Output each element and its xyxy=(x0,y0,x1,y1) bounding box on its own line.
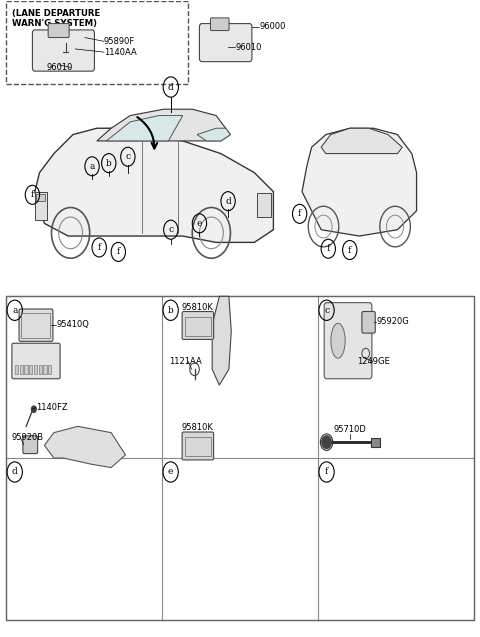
Text: b: b xyxy=(106,159,112,168)
Circle shape xyxy=(32,406,36,412)
Bar xyxy=(43,365,47,375)
FancyBboxPatch shape xyxy=(182,311,214,340)
Bar xyxy=(38,365,42,375)
Text: 96010: 96010 xyxy=(47,63,73,72)
Text: 95920B: 95920B xyxy=(12,433,44,442)
FancyBboxPatch shape xyxy=(33,30,95,71)
FancyBboxPatch shape xyxy=(23,436,37,454)
Bar xyxy=(185,437,211,456)
Text: c: c xyxy=(324,306,329,315)
Polygon shape xyxy=(44,426,125,468)
FancyBboxPatch shape xyxy=(19,309,53,341)
Bar xyxy=(15,365,18,375)
Polygon shape xyxy=(212,296,231,385)
Text: f: f xyxy=(31,190,34,199)
Bar xyxy=(372,438,380,447)
Text: 95810K: 95810K xyxy=(182,423,214,432)
Text: f: f xyxy=(325,468,328,476)
Text: a: a xyxy=(89,162,95,171)
FancyBboxPatch shape xyxy=(182,432,214,460)
Bar xyxy=(34,365,37,375)
Circle shape xyxy=(322,436,331,448)
Text: c: c xyxy=(168,225,173,234)
Bar xyxy=(36,194,45,201)
FancyBboxPatch shape xyxy=(199,24,252,62)
Bar xyxy=(20,365,23,375)
Text: 95890F: 95890F xyxy=(104,37,135,46)
Ellipse shape xyxy=(331,323,345,358)
Polygon shape xyxy=(107,115,183,141)
Bar xyxy=(6,296,474,620)
FancyBboxPatch shape xyxy=(210,18,229,31)
Text: 95710D: 95710D xyxy=(334,425,367,434)
Text: 1140AA: 1140AA xyxy=(104,48,137,57)
Polygon shape xyxy=(35,128,274,243)
Text: 95810K: 95810K xyxy=(181,303,213,311)
Text: f: f xyxy=(348,245,351,255)
Bar xyxy=(29,365,33,375)
Text: d: d xyxy=(168,83,174,92)
Text: d: d xyxy=(12,468,18,476)
Polygon shape xyxy=(97,109,230,141)
Bar xyxy=(185,317,211,336)
Text: f: f xyxy=(327,244,330,254)
Text: f: f xyxy=(97,243,101,252)
Text: 1121AA: 1121AA xyxy=(169,357,202,366)
FancyBboxPatch shape xyxy=(362,311,375,333)
Text: f: f xyxy=(298,210,301,218)
Text: 96000: 96000 xyxy=(259,22,286,31)
Bar xyxy=(22,313,50,338)
Bar xyxy=(6,1,188,84)
Text: d: d xyxy=(225,197,231,206)
Text: (LANE DEPARTURE
WARN'G SYSTEM): (LANE DEPARTURE WARN'G SYSTEM) xyxy=(12,9,100,29)
Text: b: b xyxy=(168,306,174,315)
Polygon shape xyxy=(302,128,417,236)
Text: 96010: 96010 xyxy=(235,43,262,52)
Text: e: e xyxy=(168,468,173,476)
FancyBboxPatch shape xyxy=(12,343,60,379)
FancyBboxPatch shape xyxy=(48,24,69,38)
Polygon shape xyxy=(321,128,402,154)
Text: c: c xyxy=(125,152,131,161)
Polygon shape xyxy=(197,128,230,141)
Bar xyxy=(257,193,271,217)
Bar xyxy=(48,365,51,375)
Bar xyxy=(24,365,28,375)
Text: 95920G: 95920G xyxy=(376,317,409,326)
Text: e: e xyxy=(197,219,202,228)
Text: f: f xyxy=(117,247,120,257)
Text: 95410Q: 95410Q xyxy=(56,320,89,329)
Bar xyxy=(35,192,47,220)
FancyBboxPatch shape xyxy=(324,303,372,379)
Text: a: a xyxy=(12,306,17,315)
Text: 1140FZ: 1140FZ xyxy=(36,403,67,412)
Text: 1249GE: 1249GE xyxy=(357,357,390,366)
